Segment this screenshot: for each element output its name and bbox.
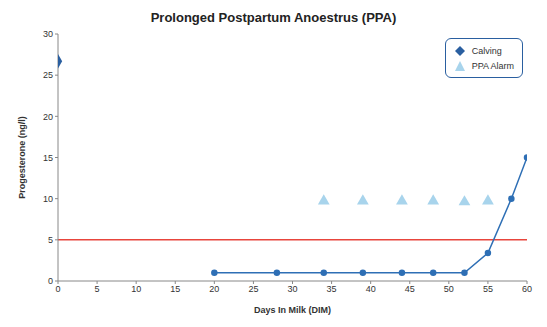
svg-text:0: 0 xyxy=(55,284,60,294)
svg-text:Progesterone (ng/l): Progesterone (ng/l) xyxy=(17,116,27,199)
svg-text:30: 30 xyxy=(287,284,297,294)
svg-text:45: 45 xyxy=(405,284,415,294)
svg-text:15: 15 xyxy=(43,153,53,163)
svg-text:35: 35 xyxy=(327,284,337,294)
svg-text:20: 20 xyxy=(43,112,53,122)
svg-text:15: 15 xyxy=(170,284,180,294)
svg-text:55: 55 xyxy=(483,284,493,294)
svg-text:60: 60 xyxy=(522,284,532,294)
svg-text:10: 10 xyxy=(43,194,53,204)
svg-text:5: 5 xyxy=(48,235,53,245)
svg-text:5: 5 xyxy=(95,284,100,294)
svg-text:25: 25 xyxy=(43,70,53,80)
svg-text:20: 20 xyxy=(209,284,219,294)
svg-text:10: 10 xyxy=(131,284,141,294)
html-text:PPA Alarm: PPA Alarm xyxy=(471,60,514,71)
svg-text:0: 0 xyxy=(48,276,53,286)
svg-text:50: 50 xyxy=(444,284,454,294)
svg-text:30: 30 xyxy=(43,29,53,39)
html-text:Prolonged Postpartum Anoestrus: Prolonged Postpartum Anoestrus (PPA) xyxy=(150,10,397,25)
svg-text:Days In Milk (DIM): Days In Milk (DIM) xyxy=(254,305,331,315)
html-text:Calving: Calving xyxy=(471,45,502,56)
svg-text:40: 40 xyxy=(366,284,376,294)
svg-text:25: 25 xyxy=(248,284,258,294)
